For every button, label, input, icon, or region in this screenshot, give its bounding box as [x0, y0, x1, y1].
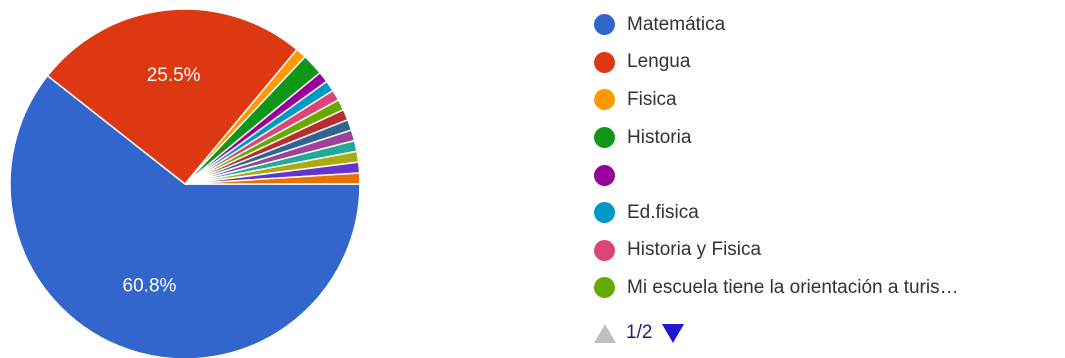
slice-data-label: 60.8% — [123, 276, 177, 297]
legend-item[interactable]: Fisica — [594, 81, 1054, 119]
legend-label: Mi escuela tiene la orientación a turis… — [627, 276, 959, 298]
legend-swatch — [594, 51, 615, 73]
legend-label: Matemática — [627, 13, 726, 35]
legend-item[interactable] — [594, 156, 1054, 194]
legend-label: Historia y Fisica — [627, 239, 762, 261]
legend-swatch — [594, 202, 615, 224]
legend-label: Fisica — [627, 88, 677, 110]
legend-swatch — [594, 239, 615, 261]
legend-label: Historia — [627, 126, 692, 148]
pie-slice[interactable] — [9, 74, 361, 358]
legend: Matemática Lengua Fisica Historia Ed.fis… — [594, 6, 1054, 307]
legend-swatch — [594, 164, 615, 186]
slice-data-label: 25.5% — [147, 65, 201, 86]
legend-item[interactable]: Historia y Fisica — [594, 232, 1054, 270]
page-indicator: 1/2 — [626, 322, 653, 343]
legend-swatch — [594, 277, 615, 299]
legend-swatch — [594, 127, 615, 149]
legend-pager: 1/2 — [594, 313, 685, 353]
legend-item[interactable]: Lengua — [594, 44, 1054, 82]
legend-item[interactable]: Matemática — [594, 6, 1054, 44]
legend-swatch — [594, 14, 615, 36]
legend-item[interactable]: Mi escuela tiene la orientación a turis… — [594, 269, 1054, 307]
legend-item[interactable]: Historia — [594, 119, 1054, 157]
triangle-up-icon[interactable] — [594, 323, 616, 343]
triangle-down-icon[interactable] — [662, 323, 685, 343]
pie-slice[interactable] — [184, 172, 361, 185]
legend-label: Lengua — [627, 51, 691, 73]
legend-item[interactable]: Ed.fisica — [594, 194, 1054, 232]
legend-swatch — [594, 89, 615, 111]
pie-slice[interactable] — [46, 8, 298, 186]
pie-chart: 60.8% 25.5% — [9, 8, 361, 358]
legend-label: Ed.fisica — [627, 201, 699, 223]
